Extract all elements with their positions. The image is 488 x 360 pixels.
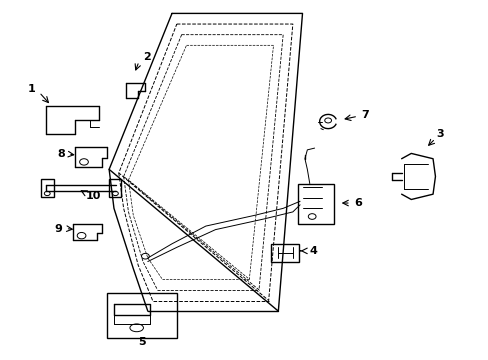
Text: 4: 4 (309, 246, 317, 256)
Bar (109, 179, 121, 197)
Text: 9: 9 (54, 224, 62, 234)
Text: 2: 2 (142, 51, 150, 62)
Text: 8: 8 (57, 149, 64, 159)
Bar (41, 179, 53, 197)
Text: 10: 10 (86, 191, 101, 201)
Text: 6: 6 (353, 198, 361, 208)
Text: 1: 1 (28, 84, 36, 94)
Text: 3: 3 (436, 129, 443, 139)
Text: 5: 5 (138, 337, 145, 347)
Bar (106, 293, 177, 338)
Text: 7: 7 (361, 111, 368, 121)
Bar (270, 244, 299, 261)
